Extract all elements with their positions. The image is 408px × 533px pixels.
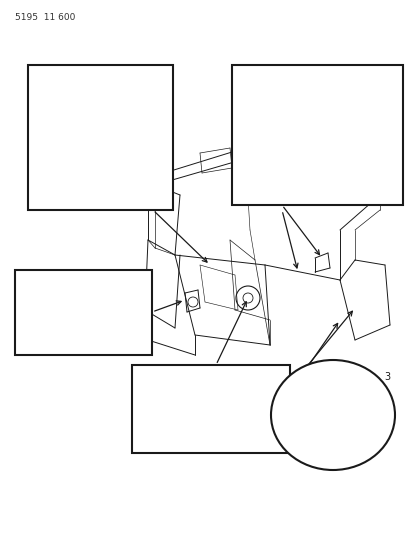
Circle shape <box>322 107 328 111</box>
Bar <box>28 65 173 210</box>
Text: 4: 4 <box>152 83 158 93</box>
Text: 5: 5 <box>25 284 31 294</box>
Circle shape <box>212 407 220 415</box>
Text: 3: 3 <box>384 372 390 382</box>
Circle shape <box>336 413 340 417</box>
Bar <box>15 270 152 355</box>
Circle shape <box>73 330 75 334</box>
Text: 5195  11 600: 5195 11 600 <box>15 13 75 22</box>
Circle shape <box>286 168 291 174</box>
Circle shape <box>88 312 94 318</box>
Bar <box>232 65 403 205</box>
Text: 2: 2 <box>247 180 253 190</box>
Circle shape <box>286 107 291 111</box>
Text: 1: 1 <box>230 383 236 393</box>
Ellipse shape <box>271 360 395 470</box>
Bar <box>132 365 290 453</box>
